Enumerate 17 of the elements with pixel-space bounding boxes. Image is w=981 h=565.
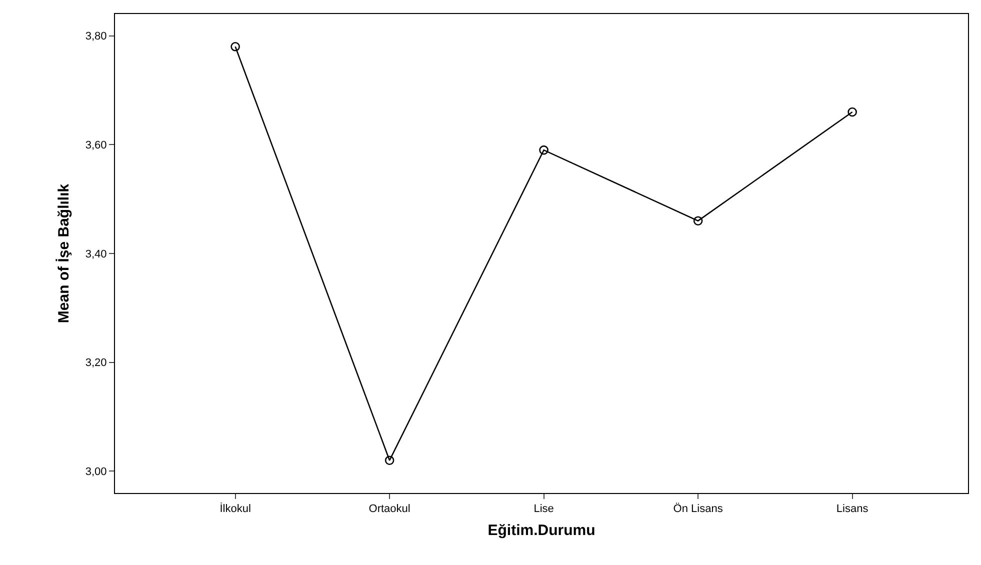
y-tick-label: 3,60 — [85, 139, 107, 152]
point — [539, 145, 548, 155]
x-tick-label: İlkokul — [220, 502, 251, 516]
x-tick-label: Lise — [534, 503, 554, 516]
point — [848, 107, 857, 117]
point — [230, 42, 240, 52]
y-tick-label: 3,80 — [85, 30, 107, 43]
x-tick-label: Ortaokul — [368, 503, 410, 516]
y-tick-label: 3,40 — [85, 248, 107, 260]
point — [384, 456, 394, 465]
x-axis-title: Eğitim.Durumu — [488, 522, 596, 540]
y-axis-title: Mean of İşe Bağlılık — [56, 183, 73, 324]
x-tick-label: Lisans — [836, 503, 869, 516]
y-tick-label: 3,20 — [85, 357, 107, 370]
x-tick-label: Ön Lisans — [673, 502, 724, 516]
point — [693, 216, 703, 226]
y-tick-label: 3,00 — [85, 466, 107, 478]
